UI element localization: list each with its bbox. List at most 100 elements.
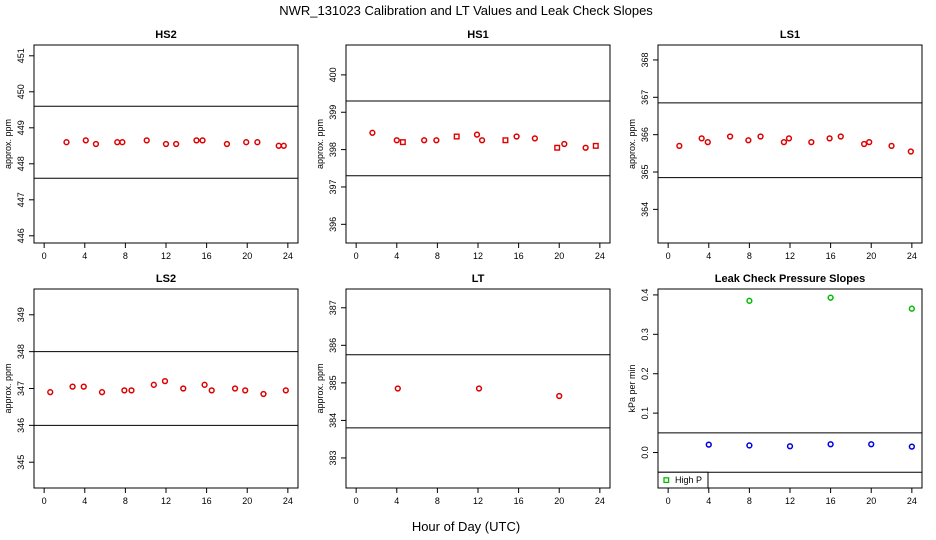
data-point	[808, 138, 815, 146]
x-tick-label: 8	[435, 251, 440, 261]
y-tick-label: 365	[640, 165, 650, 180]
data-point	[223, 140, 231, 148]
x-tick-label: 20	[554, 251, 564, 261]
chart-panel-1: HS2 0 4 8 12 16 20 24 446 447 448 449 450 451 approx. …	[3, 29, 299, 261]
data-point	[47, 389, 54, 396]
legend-marker	[663, 477, 670, 484]
data-point	[254, 139, 261, 146]
y-axis-label: approx. ppm	[3, 119, 13, 169]
plot-frame	[345, 288, 611, 489]
data-point	[866, 138, 873, 146]
data-point	[698, 135, 705, 142]
data-point	[114, 139, 121, 146]
x-tick-label: 4	[394, 496, 399, 506]
y-tick-label: 384	[328, 413, 338, 428]
x-tick-label: 8	[435, 496, 440, 506]
data-point	[394, 385, 401, 392]
x-tick-label: 12	[161, 251, 171, 261]
y-tick-label: 450	[16, 84, 26, 99]
data-point	[80, 383, 87, 390]
data-point	[478, 137, 486, 144]
x-tick-label: 4	[82, 496, 87, 506]
data-point	[433, 137, 440, 144]
x-tick-label: 24	[595, 496, 605, 506]
panel-title: LS1	[780, 29, 800, 41]
y-tick-label: 364	[640, 202, 650, 217]
y-tick-label: 399	[328, 105, 338, 120]
data-point	[513, 133, 520, 140]
data-point	[827, 294, 834, 301]
data-point	[582, 144, 589, 151]
x-tick-label: 0	[354, 496, 359, 506]
x-tick-label: 24	[907, 251, 917, 261]
data-point	[92, 140, 100, 148]
data-point	[780, 138, 788, 146]
x-tick-label: 24	[595, 251, 605, 261]
data-point	[180, 385, 187, 392]
panel-title: HS2	[155, 29, 176, 41]
y-tick-label: 448	[16, 156, 26, 171]
x-tick-label: 8	[747, 496, 752, 506]
data-point	[162, 140, 170, 148]
panel-title: LT	[472, 273, 485, 285]
y-tick-label: 446	[16, 228, 26, 243]
x-tick-label: 12	[785, 496, 795, 506]
panel-title: Leak Check Pressure Slopes	[715, 273, 865, 285]
y-tick-label: 345	[16, 455, 26, 470]
data-point	[704, 138, 711, 146]
x-tick-label: 20	[866, 251, 876, 261]
panel-title: HS1	[467, 29, 488, 41]
x-tick-label: 20	[242, 251, 252, 261]
x-tick-label: 4	[706, 251, 711, 261]
y-tick-label: 398	[328, 142, 338, 157]
data-point	[705, 441, 712, 448]
legend: High P	[657, 471, 709, 489]
x-tick-label: 0	[42, 496, 47, 506]
legend-label: High P	[675, 475, 702, 485]
data-point	[556, 392, 563, 400]
y-tick-label: 346	[16, 418, 26, 433]
x-tick-label: 16	[826, 251, 836, 261]
data-point	[128, 387, 135, 394]
figure-xlabel: Hour of Day (UTC)	[412, 519, 520, 534]
data-point	[63, 139, 70, 146]
y-tick-label: 385	[328, 375, 338, 390]
y-axis-label: approx. ppm	[315, 119, 325, 169]
data-point	[827, 441, 834, 448]
plot-frame	[657, 44, 923, 244]
x-tick-label: 4	[82, 251, 87, 261]
x-tick-label: 12	[785, 251, 795, 261]
data-point	[837, 133, 844, 140]
data-point	[98, 389, 106, 396]
y-tick-label: 449	[16, 120, 26, 135]
data-point	[69, 383, 76, 390]
data-point	[826, 135, 833, 142]
data-point	[475, 385, 483, 392]
data-point	[82, 137, 89, 144]
y-tick-label: 400	[328, 67, 338, 82]
data-point	[561, 140, 568, 148]
x-tick-label: 8	[747, 251, 752, 261]
chart-panel-4: LS2 0 4 8 12 16 20 24 345 346 347 348 349 approx. ppm	[3, 273, 299, 506]
y-axis-label: approx. ppm	[627, 119, 637, 169]
data-point	[502, 137, 509, 144]
data-point	[746, 297, 753, 304]
y-axis-label: approx. ppm	[3, 363, 13, 413]
y-tick-label: 383	[328, 450, 338, 465]
y-tick-label: 387	[328, 300, 338, 315]
x-tick-label: 12	[473, 496, 483, 506]
data-point	[745, 137, 752, 144]
data-point	[199, 137, 206, 144]
x-tick-label: 12	[161, 496, 171, 506]
data-point	[907, 148, 914, 155]
x-tick-label: 0	[666, 251, 671, 261]
data-point	[193, 137, 200, 144]
plot-frame	[345, 44, 611, 244]
data-point	[785, 135, 793, 142]
y-tick-label: 348	[16, 344, 26, 359]
y-axis-label: approx. ppm	[315, 363, 325, 413]
x-tick-label: 16	[202, 251, 212, 261]
x-tick-label: 24	[283, 251, 293, 261]
chart-panel-5: LT 0 4 8 12 16 20 24 383 384 385 386 387 approx. ppm	[315, 273, 611, 506]
data-point	[757, 133, 764, 140]
